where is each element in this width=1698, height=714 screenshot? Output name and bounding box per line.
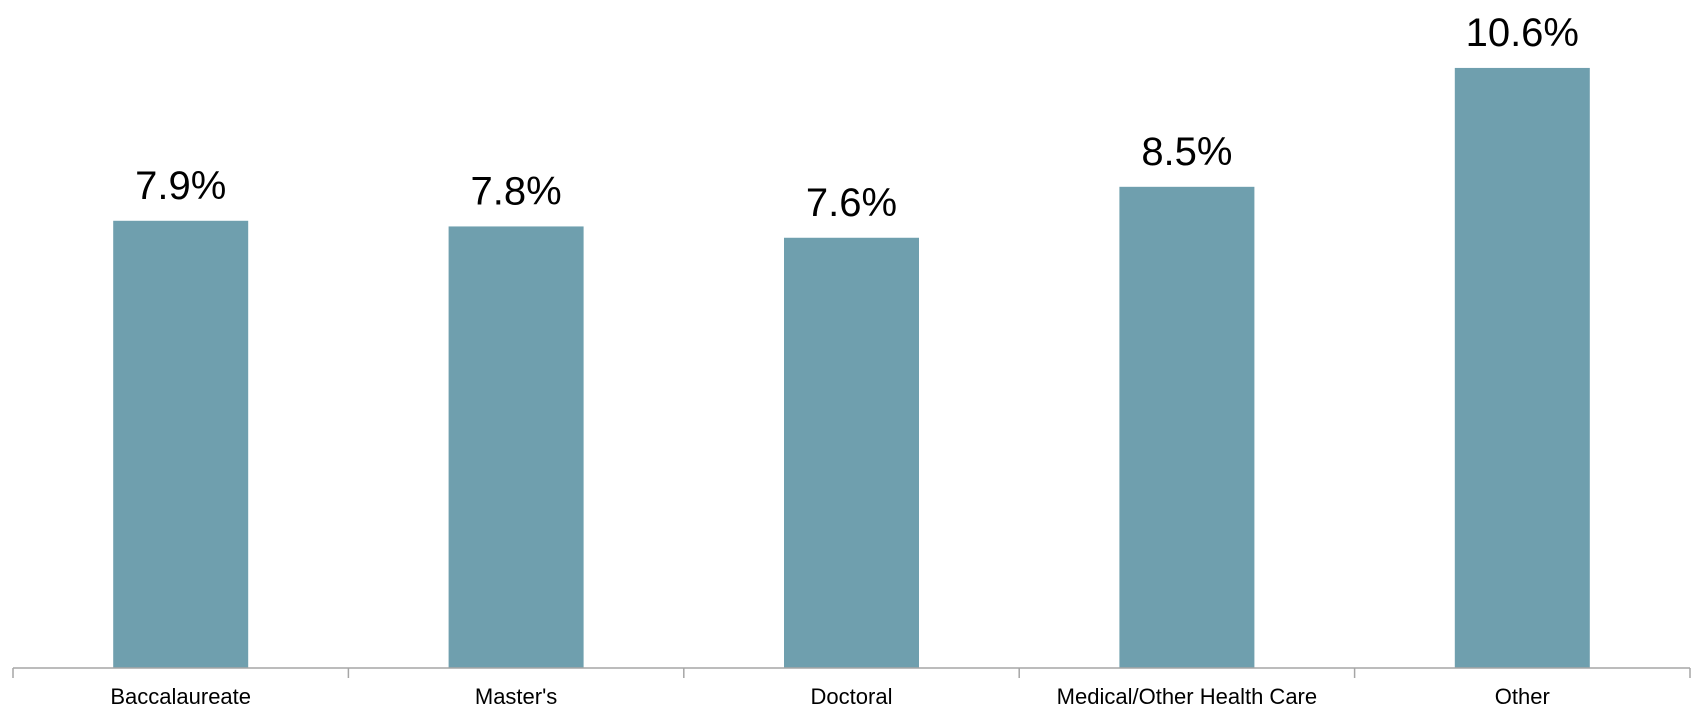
bar xyxy=(784,237,919,669)
category-label: Master's xyxy=(475,684,557,709)
category-label: Doctoral xyxy=(811,684,893,709)
bars-group xyxy=(113,67,1590,669)
bar-value-label: 10.6% xyxy=(1466,11,1579,55)
category-label: Baccalaureate xyxy=(110,684,251,709)
bar xyxy=(1454,67,1590,669)
bar-value-label: 7.9% xyxy=(135,164,226,208)
category-labels-group: Baccalaureate Master's Doctoral Medical/Oth… xyxy=(110,684,1549,709)
bar xyxy=(448,226,584,668)
bar-value-label: 7.8% xyxy=(471,169,562,213)
value-labels-group: 7.9% 7.8% 7.6% 8.5% 10.6% xyxy=(135,11,1579,225)
bar xyxy=(1119,186,1255,669)
bar-value-label: 8.5% xyxy=(1141,130,1232,174)
bar xyxy=(113,220,249,668)
category-label: Medical/Other Health Care xyxy=(1057,684,1317,709)
bar-value-label: 7.6% xyxy=(806,181,897,225)
x-axis-ticks xyxy=(12,668,1691,678)
category-label: Other xyxy=(1495,684,1550,709)
